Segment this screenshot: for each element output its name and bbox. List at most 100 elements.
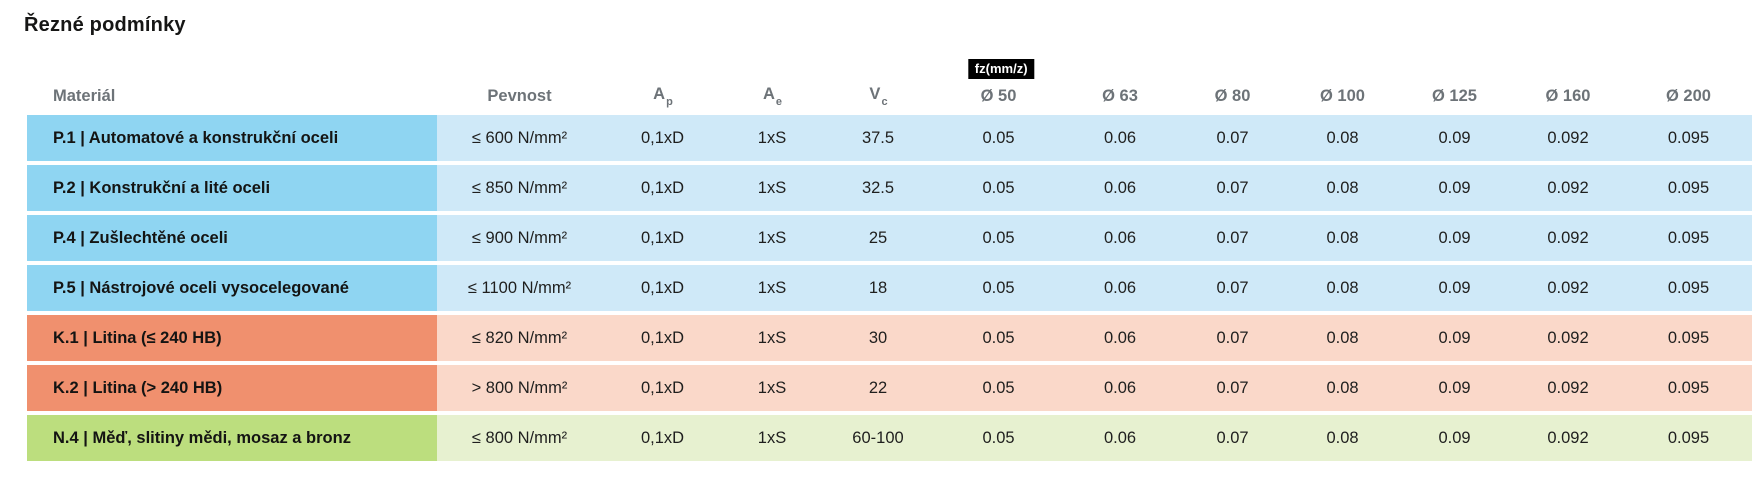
fz-cell-d200: 0.095 bbox=[1625, 365, 1752, 411]
fz-cell-d80: 0.07 bbox=[1178, 165, 1287, 211]
column-header-ae: Ae bbox=[723, 85, 821, 115]
fz-cell-d80: 0.07 bbox=[1178, 215, 1287, 261]
ae-cell: 1xS bbox=[723, 315, 821, 361]
ae-cell: 1xS bbox=[723, 215, 821, 261]
fz-cell-d100: 0.08 bbox=[1287, 265, 1398, 311]
fz-cell-d50: 0.05 bbox=[935, 365, 1062, 411]
fz-cell-d200: 0.095 bbox=[1625, 415, 1752, 461]
ap-cell: 0,1xD bbox=[602, 265, 723, 311]
fz-cell-d63: 0.06 bbox=[1062, 365, 1178, 411]
ae-subscript: e bbox=[775, 96, 783, 108]
ap-cell: 0,1xD bbox=[602, 115, 723, 161]
material-cell: P.4 | Zušlechtěné oceli bbox=[27, 215, 437, 261]
fz-cell-d160: 0.092 bbox=[1511, 115, 1625, 161]
fz-cell-d125: 0.09 bbox=[1398, 415, 1511, 461]
column-header-d80: Ø 80 bbox=[1214, 87, 1251, 105]
material-cell: P.1 | Automatové a konstrukční oceli bbox=[27, 115, 437, 161]
vc-cell: 37.5 bbox=[821, 115, 935, 161]
vc-cell: 25 bbox=[821, 215, 935, 261]
fz-cell-d100: 0.08 bbox=[1287, 415, 1398, 461]
fz-cell-d160: 0.092 bbox=[1511, 315, 1625, 361]
table-row: P.4 | Zušlechtěné oceli ≤ 900 N/mm² 0,1xD 1… bbox=[27, 215, 1752, 261]
fz-cell-d80: 0.07 bbox=[1178, 415, 1287, 461]
fz-cell-d160: 0.092 bbox=[1511, 265, 1625, 311]
table-row: K.2 | Litina (> 240 HB) > 800 N/mm² 0,1xD 1… bbox=[27, 365, 1752, 411]
vc-cell: 60-100 bbox=[821, 415, 935, 461]
vc-cell: 30 bbox=[821, 315, 935, 361]
fz-cell-d80: 0.07 bbox=[1178, 315, 1287, 361]
fz-cell-d160: 0.092 bbox=[1511, 215, 1625, 261]
d50-label: Ø 50 bbox=[980, 87, 1017, 105]
fz-cell-d160: 0.092 bbox=[1511, 365, 1625, 411]
fz-cell-d50: 0.05 bbox=[935, 165, 1062, 211]
fz-cell-d125: 0.09 bbox=[1398, 215, 1511, 261]
ae-cell: 1xS bbox=[723, 165, 821, 211]
pevnost-cell: ≤ 820 N/mm² bbox=[437, 315, 602, 361]
fz-cell-d63: 0.06 bbox=[1062, 315, 1178, 361]
cutting-conditions-table: Materiál Pevnost Ap Ae Vc fz(mm/z) Ø 50 … bbox=[27, 47, 1752, 461]
vc-cell: 18 bbox=[821, 265, 935, 311]
fz-cell-d63: 0.06 bbox=[1062, 115, 1178, 161]
fz-cell-d125: 0.09 bbox=[1398, 115, 1511, 161]
column-header-d63: Ø 63 bbox=[1102, 87, 1138, 105]
ap-cell: 0,1xD bbox=[602, 415, 723, 461]
ae-cell: 1xS bbox=[723, 265, 821, 311]
fz-cell-d63: 0.06 bbox=[1062, 215, 1178, 261]
ap-cell: 0,1xD bbox=[602, 165, 723, 211]
material-cell: K.2 | Litina (> 240 HB) bbox=[27, 365, 437, 411]
vc-cell: 22 bbox=[821, 365, 935, 411]
pevnost-cell: ≤ 800 N/mm² bbox=[437, 415, 602, 461]
ae-cell: 1xS bbox=[723, 365, 821, 411]
page-title: Řezné podmínky bbox=[24, 14, 186, 36]
table-row: K.1 | Litina (≤ 240 HB) ≤ 820 N/mm² 0,1xD 1… bbox=[27, 315, 1752, 361]
ap-cell: 0,1xD bbox=[602, 365, 723, 411]
fz-cell-d200: 0.095 bbox=[1625, 315, 1752, 361]
fz-cell-d200: 0.095 bbox=[1625, 265, 1752, 311]
pevnost-cell: > 800 N/mm² bbox=[437, 365, 602, 411]
pevnost-cell: ≤ 1100 N/mm² bbox=[437, 265, 602, 311]
table-body: P.1 | Automatové a konstrukční oceli ≤ 60… bbox=[27, 115, 1752, 461]
fz-cell-d125: 0.09 bbox=[1398, 365, 1511, 411]
ap-symbol: A bbox=[653, 84, 666, 103]
column-header-d50: fz(mm/z) Ø 50 bbox=[935, 59, 1062, 115]
vc-subscript: c bbox=[881, 96, 888, 108]
fz-cell-d100: 0.08 bbox=[1287, 115, 1398, 161]
column-header-material: Materiál bbox=[53, 87, 116, 105]
pevnost-cell: ≤ 850 N/mm² bbox=[437, 165, 602, 211]
vc-symbol: V bbox=[869, 84, 881, 103]
fz-cell-d63: 0.06 bbox=[1062, 165, 1178, 211]
fz-cell-d50: 0.05 bbox=[935, 115, 1062, 161]
column-header-d125: Ø 125 bbox=[1432, 87, 1477, 105]
fz-unit-badge: fz(mm/z) bbox=[967, 59, 1035, 79]
fz-cell-d125: 0.09 bbox=[1398, 165, 1511, 211]
fz-cell-d50: 0.05 bbox=[935, 215, 1062, 261]
fz-cell-d80: 0.07 bbox=[1178, 265, 1287, 311]
column-header-ap: Ap bbox=[602, 85, 723, 115]
table-row: N.4 | Měď, slitiny mědi, mosaz a bronz ≤ … bbox=[27, 415, 1752, 461]
material-cell: P.2 | Konstrukční a lité oceli bbox=[27, 165, 437, 211]
cutting-conditions-page: Řezné podmínky Materiál Pevnost Ap Ae Vc… bbox=[24, 14, 1752, 461]
ap-cell: 0,1xD bbox=[602, 215, 723, 261]
column-header-d100: Ø 100 bbox=[1320, 87, 1365, 105]
ae-symbol: A bbox=[762, 84, 775, 103]
fz-cell-d63: 0.06 bbox=[1062, 265, 1178, 311]
column-header-d160: Ø 160 bbox=[1545, 87, 1591, 105]
fz-cell-d80: 0.07 bbox=[1178, 115, 1287, 161]
table-row: P.1 | Automatové a konstrukční oceli ≤ 60… bbox=[27, 115, 1752, 161]
pevnost-cell: ≤ 900 N/mm² bbox=[437, 215, 602, 261]
fz-cell-d125: 0.09 bbox=[1398, 265, 1511, 311]
pevnost-cell: ≤ 600 N/mm² bbox=[437, 115, 602, 161]
material-cell: P.5 | Nástrojové oceli vysocelegované bbox=[27, 265, 437, 311]
fz-cell-d50: 0.05 bbox=[935, 265, 1062, 311]
table-row: P.2 | Konstrukční a lité oceli ≤ 850 N/mm… bbox=[27, 165, 1752, 211]
fz-cell-d50: 0.05 bbox=[935, 415, 1062, 461]
column-header-vc: Vc bbox=[821, 85, 935, 115]
fz-cell-d100: 0.08 bbox=[1287, 165, 1398, 211]
fz-cell-d63: 0.06 bbox=[1062, 415, 1178, 461]
material-cell: N.4 | Měď, slitiny mědi, mosaz a bronz bbox=[27, 415, 437, 461]
fz-cell-d100: 0.08 bbox=[1287, 315, 1398, 361]
fz-cell-d50: 0.05 bbox=[935, 315, 1062, 361]
ae-cell: 1xS bbox=[723, 115, 821, 161]
fz-cell-d125: 0.09 bbox=[1398, 315, 1511, 361]
fz-cell-d160: 0.092 bbox=[1511, 165, 1625, 211]
